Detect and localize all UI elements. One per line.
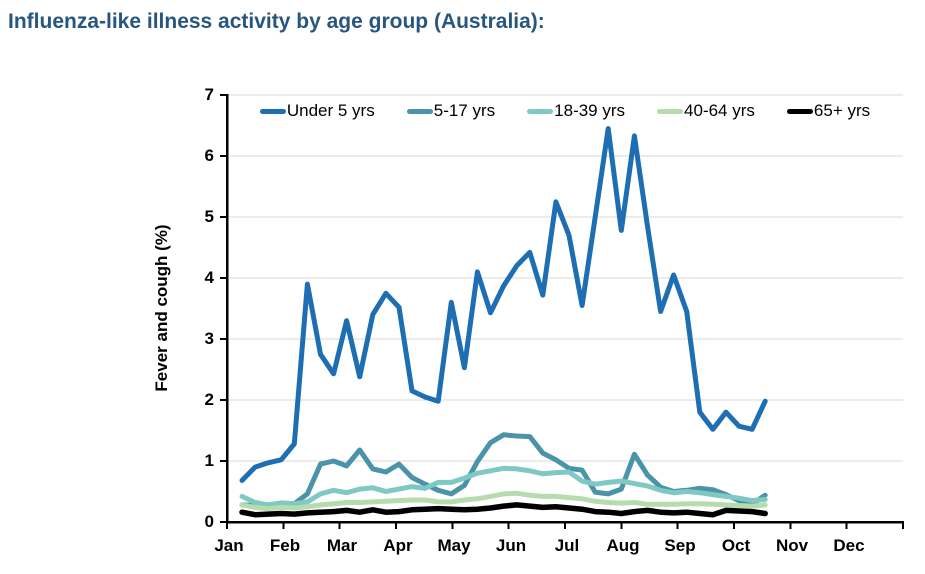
legend-item-5-17: 5-17 yrs <box>406 101 496 121</box>
legend-label: 65+ yrs <box>813 101 871 120</box>
legend-swatch-40-64 <box>657 108 684 114</box>
y-tick-label: 1 <box>204 451 214 470</box>
x-tick-label: Dec <box>833 536 865 555</box>
x-tick-label: Jan <box>214 536 244 555</box>
legend-item-65plus: 65+ yrs <box>786 101 871 121</box>
y-tick-label: 2 <box>204 390 214 409</box>
legend-swatch-under-5 <box>259 108 286 114</box>
x-tick-label: Oct <box>721 536 751 555</box>
x-tick-label: Aug <box>606 536 640 555</box>
x-tick-label: May <box>437 536 471 555</box>
legend-label: 18-39 yrs <box>554 101 626 120</box>
legend-label: 5-17 yrs <box>433 101 496 120</box>
legend-label: Under 5 yrs <box>286 101 375 120</box>
y-tick-label: 4 <box>204 268 214 287</box>
x-tick-label: Sep <box>664 536 696 555</box>
legend-label: 40-64 yrs <box>684 101 755 120</box>
y-tick-label: 5 <box>204 207 214 226</box>
legend: Under 5 yrs 5-17 yrs 18-39 yrs 40-64 yrs… <box>227 100 903 122</box>
x-tick-label: Nov <box>775 536 809 555</box>
x-tick-label: Feb <box>269 536 301 555</box>
x-tick-label: Jun <box>495 536 527 555</box>
y-tick-label: 0 <box>204 512 214 531</box>
legend-item-under-5: Under 5 yrs <box>259 101 375 121</box>
legend-swatch-65plus <box>786 108 813 114</box>
legend-item-18-39: 18-39 yrs <box>527 101 625 121</box>
x-tick-label: Mar <box>326 536 358 555</box>
y-tick-label: 6 <box>204 146 214 165</box>
y-tick-label: 7 <box>204 85 214 104</box>
page-title: Influenza-like illness activity by age g… <box>8 10 545 33</box>
x-tick-label: Jul <box>554 536 580 555</box>
legend-swatch-5-17 <box>406 108 433 114</box>
legend-swatch-18-39 <box>527 108 554 114</box>
x-tick-label: Apr <box>383 536 413 555</box>
legend-item-40-64: 40-64 yrs <box>657 101 755 121</box>
y-tick-label: 3 <box>204 329 214 348</box>
